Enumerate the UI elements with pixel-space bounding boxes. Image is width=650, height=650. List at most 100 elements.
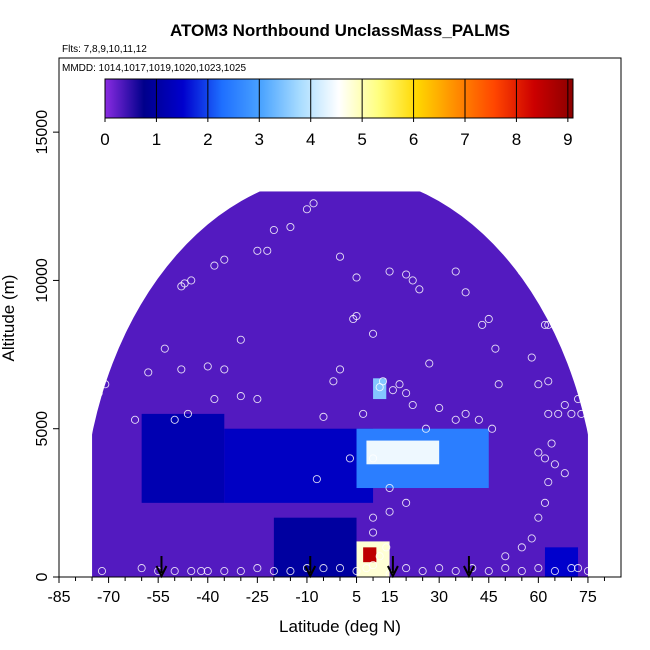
sample-point bbox=[478, 320, 487, 329]
sample-point bbox=[352, 273, 361, 282]
sample-point bbox=[385, 483, 394, 493]
heatmap-region bbox=[141, 413, 225, 503]
sample-point bbox=[71, 341, 80, 350]
colorbar-tick-label: 1 bbox=[152, 130, 161, 149]
sample-point bbox=[385, 507, 394, 516]
sample-point bbox=[583, 567, 592, 576]
sample-point bbox=[359, 409, 368, 418]
sample-point bbox=[540, 454, 550, 463]
y-tick-label: 10000 bbox=[34, 258, 51, 303]
x-tick-label: -40 bbox=[196, 589, 219, 606]
sample-point bbox=[421, 424, 431, 433]
sample-point bbox=[511, 217, 520, 226]
sample-point bbox=[402, 270, 411, 279]
sample-point bbox=[527, 353, 536, 362]
sample-point bbox=[369, 561, 378, 570]
sample-point bbox=[593, 386, 602, 395]
sample-point bbox=[345, 454, 354, 463]
sample-point bbox=[550, 460, 559, 469]
x-tick-label: -25 bbox=[246, 589, 269, 606]
sample-point bbox=[335, 252, 345, 261]
sample-point bbox=[534, 564, 543, 573]
sample-point bbox=[451, 267, 460, 276]
dates-subtitle: MMDD: 1014,1017,1019,1020,1023,1025 bbox=[62, 63, 246, 74]
section-arrow bbox=[304, 556, 317, 579]
sample-point bbox=[435, 403, 444, 413]
sample-point bbox=[491, 344, 500, 353]
sample-point bbox=[527, 534, 536, 543]
sample-point bbox=[329, 377, 338, 386]
sample-point bbox=[170, 415, 179, 424]
sample-point bbox=[78, 564, 87, 573]
sample-point bbox=[309, 199, 318, 208]
sample-point bbox=[88, 377, 97, 386]
colorbar-tick-label: 2 bbox=[203, 130, 212, 149]
sample-point bbox=[349, 314, 358, 324]
x-tick-label: 15 bbox=[381, 589, 399, 606]
heatmap-region bbox=[366, 440, 440, 465]
sample-point bbox=[286, 567, 295, 576]
sample-point bbox=[597, 421, 606, 430]
chart-title: ATOM3 Northbound UnclassMass_PALMS bbox=[170, 21, 510, 40]
sample-point bbox=[567, 409, 576, 418]
sample-point bbox=[388, 386, 397, 395]
sample-point bbox=[583, 403, 592, 413]
sample-point bbox=[501, 564, 510, 573]
x-tick-label: -10 bbox=[295, 589, 318, 606]
colorbar-tick-label: 4 bbox=[306, 130, 315, 149]
sample-point bbox=[81, 270, 90, 279]
sample-point bbox=[144, 368, 153, 377]
sample-point bbox=[544, 478, 553, 487]
sample-point bbox=[567, 564, 576, 573]
sample-point bbox=[418, 567, 427, 576]
colorbar-tick-label: 9 bbox=[563, 130, 572, 149]
sample-point bbox=[573, 395, 583, 404]
heatmap-region bbox=[544, 547, 579, 577]
sample-point bbox=[352, 567, 361, 576]
section-arrow bbox=[463, 556, 475, 579]
sample-point bbox=[544, 320, 553, 329]
plot-area bbox=[71, 178, 606, 579]
sample-point bbox=[547, 439, 556, 448]
sample-point bbox=[137, 225, 146, 235]
x-tick-label: 75 bbox=[579, 589, 597, 606]
sample-point bbox=[560, 469, 569, 478]
sample-point bbox=[170, 567, 179, 576]
x-tick-label: 5 bbox=[352, 589, 361, 606]
sample-point bbox=[101, 380, 110, 389]
sample-point bbox=[84, 418, 93, 427]
sample-point bbox=[177, 365, 186, 374]
sample-point bbox=[415, 285, 424, 294]
x-tick-label: -70 bbox=[97, 589, 120, 606]
sample-point bbox=[402, 389, 411, 398]
sample-point bbox=[130, 415, 140, 424]
sample-point bbox=[517, 267, 526, 276]
sample-point bbox=[408, 276, 417, 285]
sample-point bbox=[253, 395, 262, 404]
sample-point bbox=[302, 205, 311, 214]
section-arrow bbox=[386, 556, 399, 579]
sample-point bbox=[501, 552, 510, 561]
sample-point bbox=[560, 400, 569, 410]
sample-point bbox=[312, 475, 321, 484]
sample-point bbox=[550, 567, 559, 576]
x-tick-label: 30 bbox=[430, 589, 448, 606]
colorbar-gradient bbox=[104, 78, 574, 119]
sample-point bbox=[210, 261, 219, 270]
sample-point bbox=[220, 255, 229, 264]
x-tick-label: -85 bbox=[47, 589, 70, 606]
sample-point bbox=[554, 409, 563, 418]
heatmap-region bbox=[373, 378, 387, 400]
sample-point bbox=[494, 380, 503, 389]
sample-point bbox=[362, 564, 371, 573]
sample-point bbox=[319, 412, 328, 421]
sample-point bbox=[534, 513, 543, 522]
sample-point bbox=[187, 567, 196, 576]
sample-point bbox=[154, 261, 163, 270]
sample-point bbox=[369, 329, 378, 338]
sample-point bbox=[286, 222, 295, 232]
colorbar-tick-label: 5 bbox=[357, 130, 366, 149]
sample-point bbox=[527, 279, 536, 288]
sample-point bbox=[517, 543, 526, 552]
sample-point bbox=[544, 377, 553, 386]
